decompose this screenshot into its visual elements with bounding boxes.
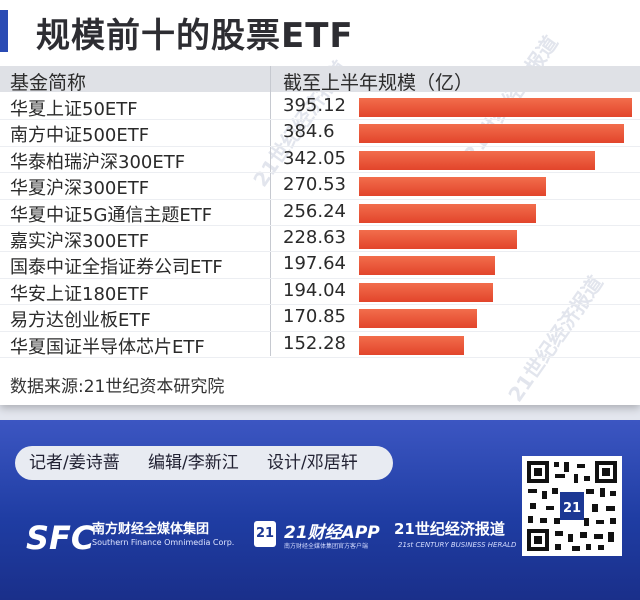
fund-value-bar (359, 177, 546, 197)
fund-name-label: 华夏上证50ETF (10, 99, 138, 120)
row-divider (0, 119, 640, 121)
fund-name-label: 华泰柏瑞沪深300ETF (10, 151, 186, 173)
table-row: 华夏国证半导体芯片ETF 152.28 (0, 332, 640, 358)
table-row: 华夏沪深300ETF 270.53 (0, 173, 640, 200)
fund-value-bar (359, 150, 595, 170)
fund-name-label: 华夏国证半导体芯片ETF (10, 336, 205, 358)
table-row: 华安上证180ETF 194.04 (0, 279, 640, 306)
fund-value-label: 152.28 (283, 332, 346, 354)
fund-value-label: 384.6 (283, 121, 335, 143)
fund-value-label: 270.53 (283, 174, 346, 196)
table-row: 国泰中证全指证券公司ETF 197.64 (0, 252, 640, 279)
fund-name-label: 华夏沪深300ETF (10, 178, 150, 200)
fund-name-label: 嘉实沪深300ETF (10, 231, 150, 252)
fund-value-bar (359, 309, 477, 329)
chart-card: 规模前十的股票ETF 21世纪经济报道 21世纪经济报道 21世纪经济报道 基金… (0, 0, 640, 406)
row-divider (0, 172, 640, 174)
sfc-name-en: Southern Finance Omnimedia Corp. (92, 538, 235, 547)
fund-value-label: 170.85 (283, 306, 346, 328)
credits-pill: 记者/姜诗蔷 编辑/李新江 设计/邓居轩 (15, 446, 393, 480)
table-row: 华夏中证5G通信主题ETF 256.24 (0, 200, 640, 226)
table-row: 嘉实沪深300ETF 228.63 (0, 226, 640, 253)
fund-value-label: 194.04 (283, 279, 346, 301)
fund-value-bar (359, 98, 632, 117)
row-divider (0, 251, 640, 253)
fund-name-label: 华安上证180ETF (10, 283, 150, 305)
fund-name-label: 华夏中证5G通信主题ETF (10, 204, 213, 226)
qr-badge-label: 21 (563, 501, 581, 516)
chart-title: 规模前十的股票ETF (36, 16, 354, 56)
row-divider (0, 356, 640, 358)
row-divider (0, 330, 640, 332)
fund-value-label: 228.63 (283, 227, 346, 248)
editor-credit: 编辑/李新江 (148, 453, 239, 473)
fund-value-bar (359, 335, 465, 355)
fund-value-label: 342.05 (283, 147, 346, 169)
fund-name-label: 南方中证500ETF (10, 125, 150, 147)
footer: 记者/姜诗蔷 编辑/李新江 设计/邓居轩 SFC 南方财经全媒体集团 South… (0, 420, 640, 600)
fund-value-bar (359, 203, 536, 223)
qr-code-icon: 21 (522, 456, 622, 556)
table-row: 南方中证500ETF 384.6 (0, 120, 640, 147)
title-accent-bar (0, 10, 8, 52)
badge-21-icon: 21 (254, 521, 276, 547)
fund-value-bar (359, 124, 625, 144)
app-name: 21财经APP (284, 523, 380, 543)
row-divider (0, 277, 640, 279)
sfc-logo: SFC (26, 519, 95, 557)
fund-name-label: 国泰中证全指证券公司ETF (10, 257, 223, 279)
row-divider (0, 304, 640, 306)
fund-value-label: 256.24 (283, 200, 346, 222)
fund-value-label: 197.64 (283, 253, 346, 275)
row-divider (0, 198, 640, 200)
herald-name-cn: 21世纪经济报道 (394, 520, 505, 538)
fund-value-bar (359, 256, 496, 276)
table-row: 易方达创业板ETF 170.85 (0, 305, 640, 332)
data-source: 数据来源:21世纪资本研究院 (10, 377, 225, 397)
sfc-name-cn: 南方财经全媒体集团 (92, 522, 210, 537)
herald-name-en: 21st CENTURY BUSINESS HERALD (398, 541, 517, 549)
fund-name-label: 易方达创业板ETF (10, 310, 151, 332)
row-divider (0, 145, 640, 147)
design-credit: 设计/邓居轩 (267, 453, 358, 473)
app-subtitle: 南方财经全媒体集团官方客户端 (284, 543, 369, 550)
column-header-name: 基金简称 (10, 72, 87, 94)
reporter-credit: 记者/姜诗蔷 (29, 453, 120, 473)
row-divider (0, 224, 640, 226)
table-row: 华夏上证50ETF 395.12 (0, 94, 640, 121)
fund-value-label: 395.12 (283, 95, 346, 116)
fund-value-bar (359, 282, 493, 302)
table-row: 华泰柏瑞沪深300ETF 342.05 (0, 147, 640, 174)
fund-value-bar (359, 230, 517, 249)
column-divider (270, 66, 271, 356)
table-header: 基金简称 截至上半年规模（亿） (0, 66, 640, 94)
column-header-value: 截至上半年规模（亿） (283, 72, 474, 94)
